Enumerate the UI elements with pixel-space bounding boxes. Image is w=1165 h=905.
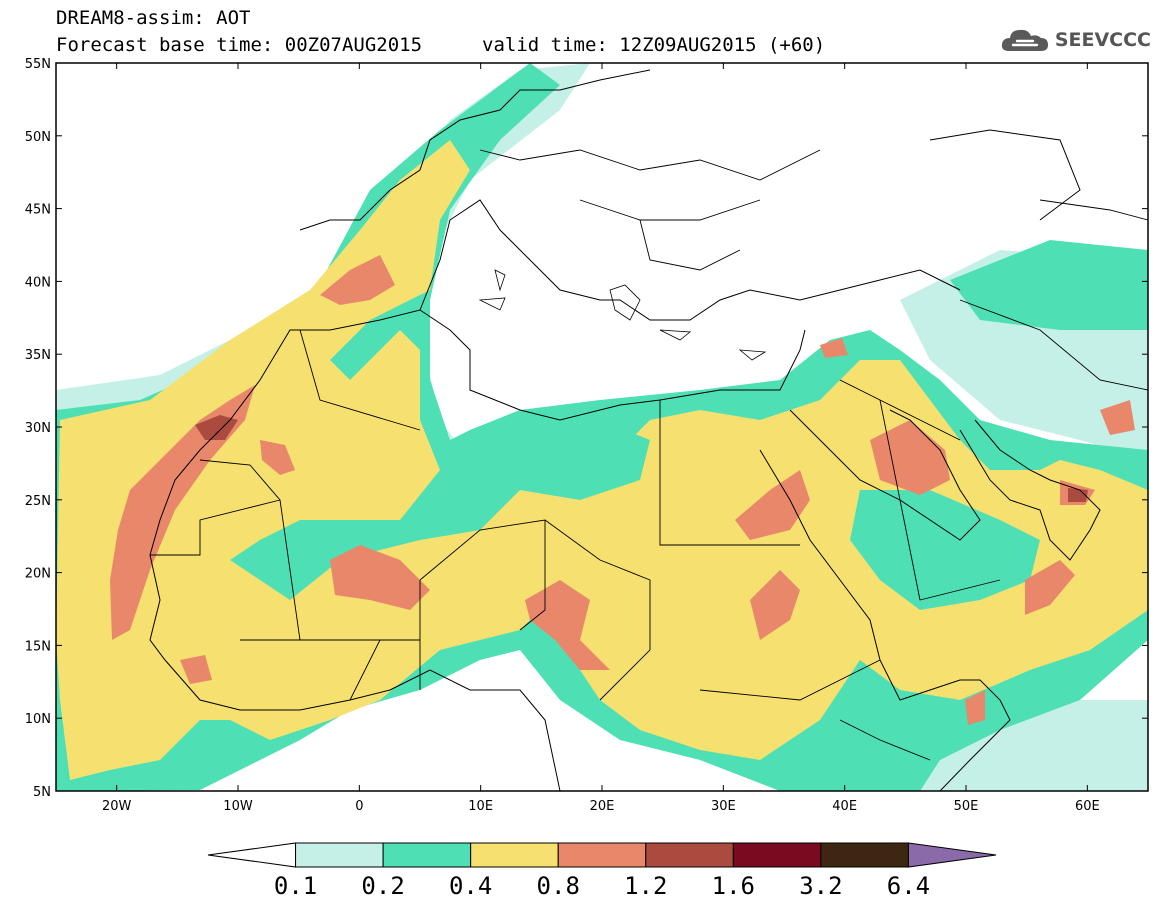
aot-contours (56, 63, 1148, 791)
lat-tick-label: 15N (25, 639, 51, 654)
colorbar-swatch (382, 842, 472, 868)
colorbar-label: 0.1 (273, 872, 318, 900)
longitude-axis: 20W 10W 0 10E 20E 30E 40E 50E 60E (102, 63, 1100, 814)
lon-tick-label: 30E (711, 799, 736, 814)
colorbar-max-arrow (907, 842, 997, 868)
lat-tick-label: 25N (25, 494, 51, 509)
lon-tick-label: 60E (1075, 799, 1100, 814)
colorbar-swatch (732, 842, 822, 868)
lat-tick-label: 20N (25, 567, 51, 582)
lat-tick-label: 40N (25, 275, 51, 290)
latitude-axis: 55N 50N 45N 40N 35N 30N 25N 20N 15N 10N 5N (25, 57, 1148, 800)
base-time: Forecast base time: 00Z07AUG2015 (56, 34, 423, 56)
colorbar-min-arrow (207, 842, 297, 868)
lon-tick-label: 10W (223, 799, 253, 814)
valid-time: valid time: 12Z09AUG2015 (+60) (482, 34, 826, 56)
lat-tick-label: 10N (25, 712, 51, 727)
colorbar-label: 0.4 (448, 872, 493, 900)
colorbar-swatch (820, 842, 909, 868)
lat-tick-label: 45N (25, 203, 51, 218)
cloud-icon (1001, 29, 1048, 51)
logo-text: SEEVCCC (1054, 29, 1151, 51)
lat-tick-label: 55N (25, 57, 51, 72)
map-title: DREAM8-assim: AOT (56, 7, 251, 29)
colorbar-label: 3.2 (799, 872, 843, 900)
colorbar-swatch (557, 842, 647, 868)
colorbar-label: 1.2 (624, 872, 668, 900)
lat-tick-label: 35N (25, 348, 51, 363)
lon-tick-label: 10E (468, 799, 493, 814)
lon-tick-label: 20E (590, 799, 615, 814)
forecast-times: Forecast base time: 00Z07AUG2015 valid ti… (56, 34, 825, 56)
colorbar-swatch (295, 842, 384, 868)
lon-tick-label: 50E (954, 799, 979, 814)
lat-tick-label: 30N (25, 421, 51, 436)
seevccc-logo: SEEVCCC (999, 24, 1151, 56)
colorbar (207, 842, 997, 868)
colorbar-label: 0.8 (536, 872, 580, 900)
lat-tick-label: 50N (25, 130, 51, 145)
colorbar-label: 6.4 (886, 872, 931, 900)
colorbar-swatch (645, 842, 734, 868)
lat-tick-label: 5N (33, 785, 51, 800)
lon-tick-label: 20W (102, 799, 132, 814)
colorbar-label: 0.2 (361, 872, 405, 900)
lon-tick-label: 0 (355, 799, 363, 814)
colorbar-swatch (470, 842, 559, 868)
colorbar-label: 1.6 (711, 872, 756, 900)
lon-tick-label: 40E (832, 799, 857, 814)
